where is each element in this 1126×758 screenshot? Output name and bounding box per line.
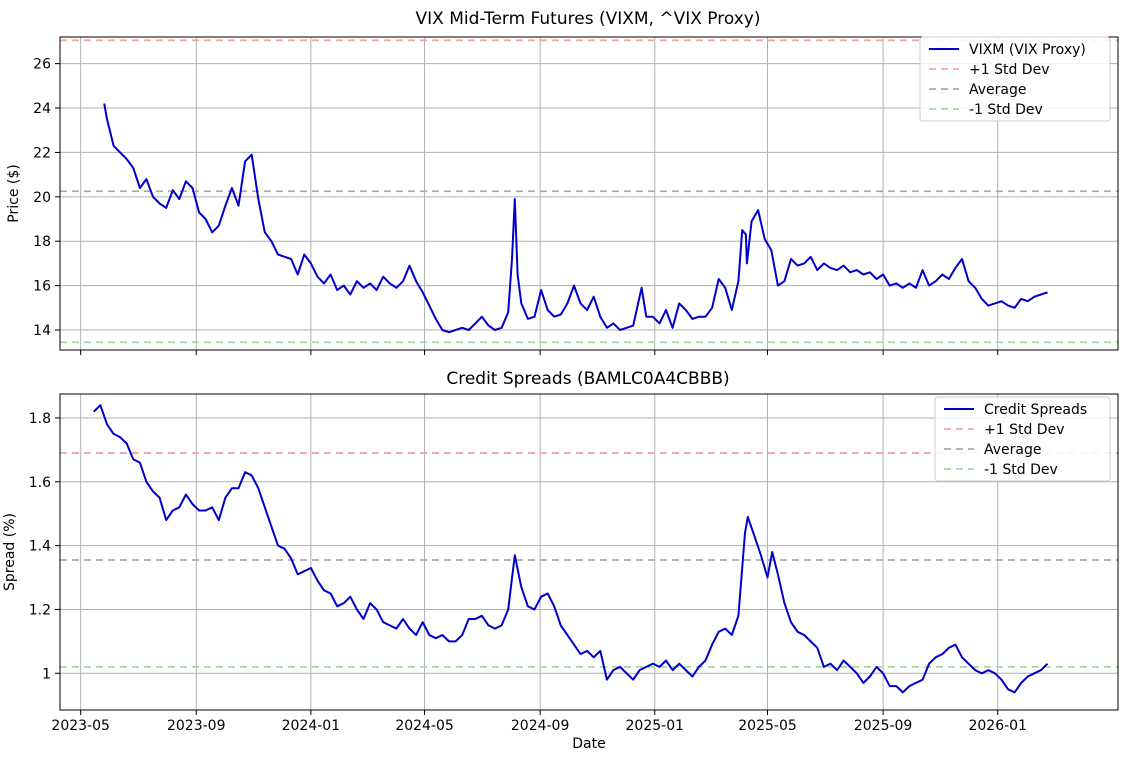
vixm-series-line	[103, 103, 1048, 334]
credit-series-line	[93, 404, 1049, 694]
vixm-y-tick-label: 14	[33, 323, 51, 339]
vixm-grid	[60, 37, 1118, 350]
credit-x-tick-label: 2025-05	[738, 718, 797, 734]
credit-x-tick-label: 2025-09	[854, 718, 913, 734]
credit-chart-title: Credit Spreads (BAMLC0A4CBBB)	[446, 369, 729, 389]
credit-x-tick-label: 2024-01	[282, 718, 341, 734]
vixm-legend-label: Average	[969, 82, 1027, 98]
credit-legend-label: +1 Std Dev	[984, 422, 1064, 438]
vixm-y-ticks: 14 16 18 20 22 24 26	[33, 57, 60, 339]
credit-y-ticks: 1 1.2 1.4 1.6 1.8	[29, 411, 60, 682]
credit-panel: Credit Spreads (BAMLC0A4CBBB) 1 1.2 1.4 1.6…	[2, 369, 1119, 752]
credit-series	[93, 404, 1049, 694]
credit-x-tick-label: 2024-05	[395, 718, 454, 734]
vixm-y-axis-label: Price ($)	[6, 164, 22, 222]
vixm-legend-label: -1 Std Dev	[969, 102, 1043, 118]
vixm-y-tick-label: 24	[33, 101, 51, 117]
credit-legend: Credit Spreads +1 Std Dev Average -1 Std De…	[934, 396, 1111, 482]
credit-y-tick-label: 1	[42, 666, 51, 682]
credit-x-tick-label: 2023-05	[51, 718, 110, 734]
credit-plot-frame	[59, 393, 1119, 711]
vixm-x-ticks	[80, 350, 999, 355]
credit-y-tick-label: 1.2	[29, 602, 51, 618]
credit-y-axis-label: Spread (%)	[2, 513, 18, 591]
vixm-y-tick-label: 18	[33, 234, 51, 250]
vixm-chart-title: VIX Mid-Term Futures (VIXM, ^VIX Proxy)	[416, 9, 761, 29]
vixm-y-tick-label: 16	[33, 279, 51, 295]
vixm-series	[103, 103, 1048, 334]
vixm-y-tick-label: 20	[33, 190, 51, 206]
credit-x-tick-label: 2023-09	[167, 718, 226, 734]
vixm-plot-frame	[59, 36, 1119, 351]
credit-legend-label: -1 Std Dev	[984, 462, 1058, 478]
vixm-legend-box	[919, 36, 1111, 122]
credit-y-tick-label: 1.6	[29, 475, 51, 491]
credit-legend-label: Credit Spreads	[984, 402, 1087, 418]
vixm-panel: VIX Mid-Term Futures (VIXM, ^VIX Proxy) …	[6, 9, 1119, 355]
credit-legend-label: Average	[984, 442, 1042, 458]
credit-y-tick-label: 1.4	[29, 539, 51, 555]
credit-x-tick-label: 2025-01	[626, 718, 685, 734]
credit-x-ticks: 2023-05 2023-09 2024-01 2024-05 2024-09 2025-…	[51, 710, 1027, 734]
credit-legend-box	[934, 396, 1111, 482]
credit-x-tick-label: 2026-01	[968, 718, 1027, 734]
credit-y-tick-label: 1.8	[29, 411, 51, 427]
credit-x-tick-label: 2024-09	[511, 718, 570, 734]
vixm-y-tick-label: 26	[33, 57, 51, 73]
vixm-y-tick-label: 22	[33, 145, 51, 161]
vixm-legend-label: +1 Std Dev	[969, 62, 1049, 78]
vixm-legend-label: VIXM (VIX Proxy)	[969, 42, 1086, 58]
vixm-legend: VIXM (VIX Proxy) +1 Std Dev Average -1 Std …	[919, 36, 1111, 122]
credit-x-axis-label: Date	[572, 736, 605, 752]
